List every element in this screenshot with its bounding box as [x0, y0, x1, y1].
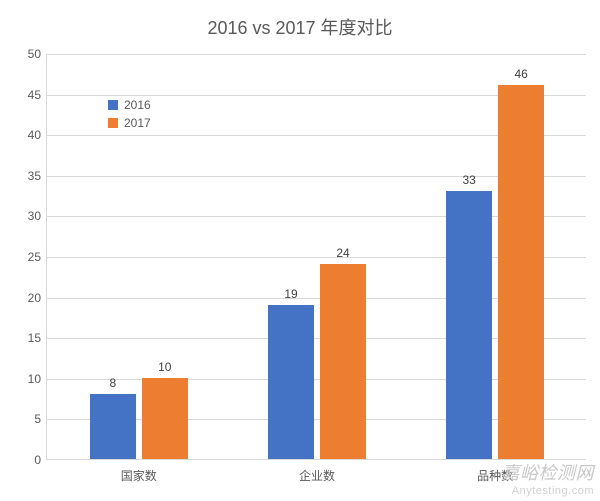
chart-title: 2016 vs 2017 年度对比	[0, 14, 600, 40]
legend-label: 2017	[124, 116, 151, 130]
gridline	[47, 54, 586, 55]
y-tick-label: 15	[28, 331, 47, 345]
legend-swatch	[108, 100, 118, 110]
y-tick-label: 0	[34, 453, 47, 467]
x-tick-label: 品种数	[477, 459, 513, 484]
bar: 10	[142, 378, 188, 459]
y-tick-label: 35	[28, 169, 47, 183]
bar-value-label: 33	[463, 173, 476, 191]
legend-swatch	[108, 118, 118, 128]
x-tick-label: 国家数	[121, 459, 157, 484]
bar: 24	[320, 264, 366, 459]
legend-label: 2016	[124, 98, 151, 112]
y-tick-label: 25	[28, 250, 47, 264]
bar-value-label: 24	[336, 246, 349, 264]
watermark-line1: 嘉峪检测网	[502, 463, 595, 483]
legend-item: 2016	[108, 98, 151, 112]
y-tick-label: 10	[28, 372, 47, 386]
legend-item: 2017	[108, 116, 151, 130]
comparison-bar-chart: 2016 vs 2017 年度对比 0510152025303540455081…	[0, 0, 600, 501]
bar: 8	[90, 394, 136, 459]
bar: 33	[446, 191, 492, 459]
x-tick-label: 企业数	[299, 459, 335, 484]
y-tick-label: 45	[28, 88, 47, 102]
legend: 2016 2017	[108, 98, 151, 134]
y-tick-label: 5	[34, 412, 47, 426]
y-tick-label: 40	[28, 128, 47, 142]
bar-value-label: 8	[109, 376, 116, 394]
bar: 46	[498, 85, 544, 459]
y-tick-label: 20	[28, 291, 47, 305]
bar-value-label: 19	[284, 287, 297, 305]
bar-value-label: 10	[158, 360, 171, 378]
y-tick-label: 30	[28, 209, 47, 223]
watermark: 嘉峪检测网 Anytesting.com	[502, 459, 595, 497]
bar: 19	[268, 305, 314, 459]
bar-value-label: 46	[515, 67, 528, 85]
watermark-line2: Anytesting.com	[502, 485, 595, 497]
y-tick-label: 50	[28, 47, 47, 61]
